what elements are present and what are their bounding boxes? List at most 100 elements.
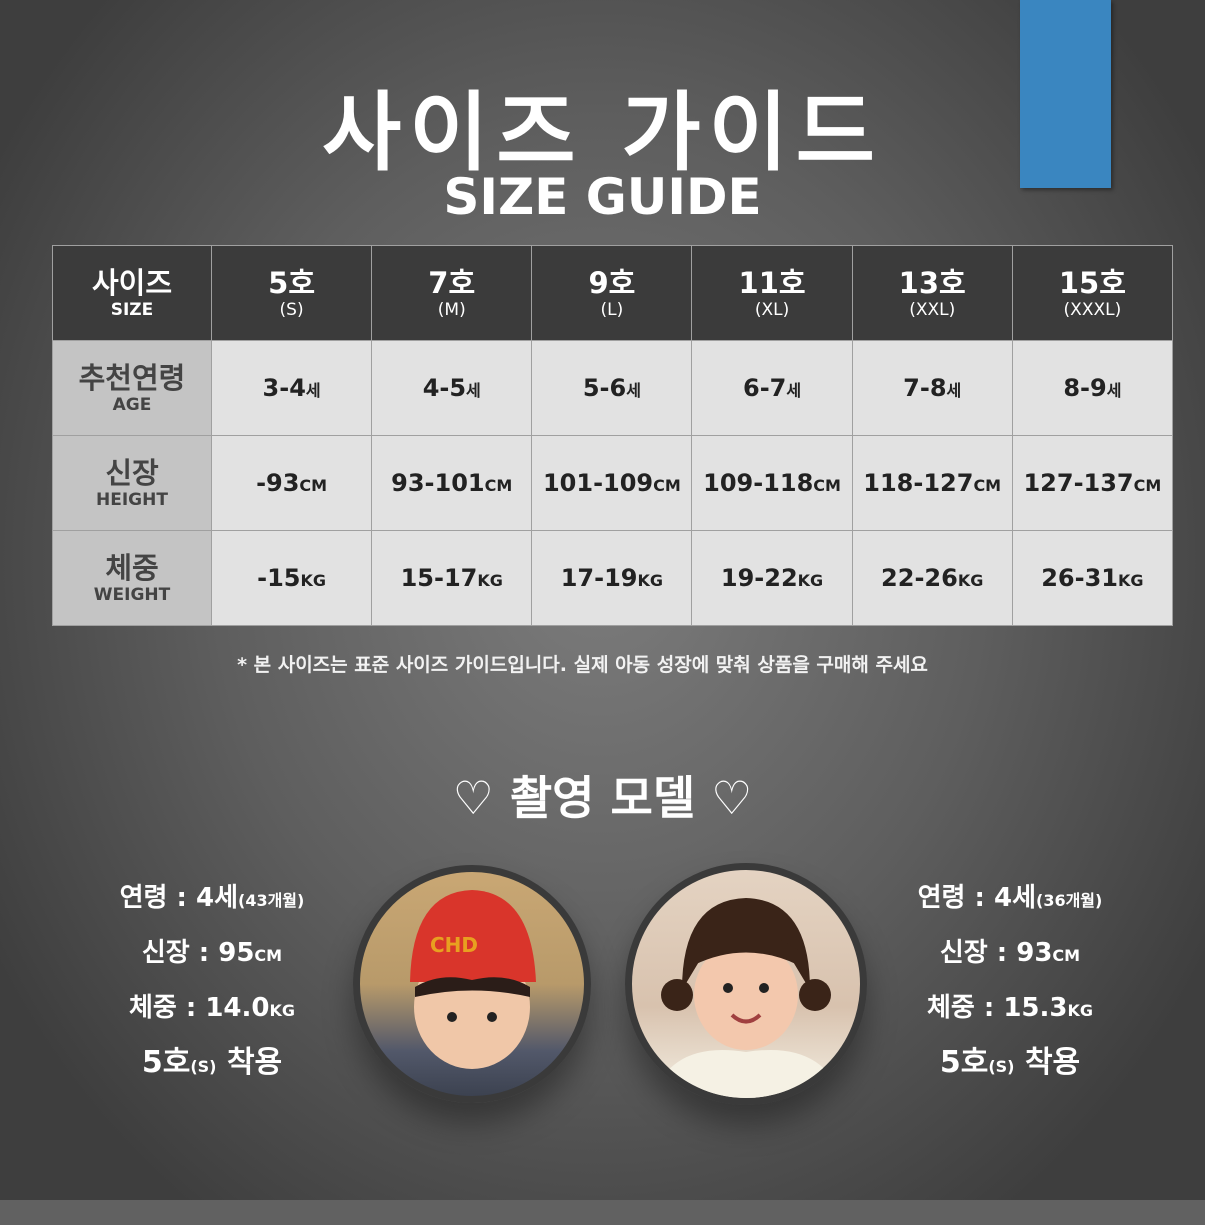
size-col-15: 15호 (XXXL) bbox=[1011, 245, 1174, 341]
cell-value: 5-6 bbox=[582, 374, 627, 402]
size-name: 9호 bbox=[588, 266, 636, 300]
table-cell: 3-4세 bbox=[210, 340, 373, 436]
size-name: 5호 bbox=[268, 266, 315, 300]
cell-unit: CM bbox=[973, 476, 1002, 495]
model-wear: 착용 bbox=[1024, 1045, 1081, 1080]
table-cell: 17-19KG bbox=[531, 530, 693, 626]
size-code: (M) bbox=[437, 300, 466, 320]
height-unit: CM bbox=[254, 946, 283, 965]
models-title: ♡ 촬영 모델 ♡ bbox=[452, 771, 753, 825]
page-title: 사이즈 가이드 bbox=[322, 83, 883, 183]
model-size-code: (S) bbox=[190, 1057, 217, 1076]
row-label-cell: 신장 HEIGHT bbox=[52, 435, 212, 531]
model-size: 5호 bbox=[939, 1045, 989, 1080]
size-name: 7호 bbox=[428, 266, 476, 300]
cell-value: 127-137 bbox=[1023, 469, 1134, 497]
size-name: 13호 bbox=[898, 266, 966, 300]
row-sub-label: HEIGHT bbox=[96, 490, 168, 510]
girl-illustration bbox=[652, 898, 842, 1098]
cell-unit: CM bbox=[299, 476, 328, 495]
cell-unit: KG bbox=[797, 571, 824, 590]
model-height: 신장 : 95 bbox=[141, 938, 255, 968]
size-code: (S) bbox=[279, 300, 304, 320]
cell-unit: 세 bbox=[305, 381, 321, 400]
cell-unit: KG bbox=[957, 571, 984, 590]
model-info-right: 연령 : 4세(36개월) 신장 : 93CM 체중 : 15.3KG 5호(S… bbox=[860, 872, 1160, 1093]
cell-value: 118-127 bbox=[863, 469, 974, 497]
size-code: (XL) bbox=[754, 300, 790, 320]
cell-unit: 세 bbox=[786, 381, 802, 400]
cell-unit: CM bbox=[813, 476, 841, 495]
model-height: 신장 : 93 bbox=[939, 938, 1053, 968]
cell-unit: KG bbox=[637, 571, 664, 590]
height-unit: CM bbox=[1052, 946, 1081, 965]
cell-value: 15-17 bbox=[400, 564, 478, 592]
model-age: 연령 : 4세 bbox=[119, 883, 238, 913]
model-age: 연령 : 4세 bbox=[917, 883, 1036, 913]
cell-value: 6-7 bbox=[743, 374, 787, 402]
row-label-cell: 체중 WEIGHT bbox=[52, 530, 212, 626]
weight-unit: KG bbox=[269, 1001, 296, 1020]
table-cell: 101-109CM bbox=[531, 435, 693, 531]
cell-value: 19-22 bbox=[720, 564, 798, 592]
table-cell: 26-31KG bbox=[1011, 530, 1174, 626]
cell-unit: 세 bbox=[626, 381, 641, 400]
table-cell: 19-22KG bbox=[691, 530, 853, 626]
table-row: 체중 WEIGHT -15KG 15-17KG 17-19KG 19-22KG 22-26K… bbox=[52, 530, 1174, 626]
model-weight: 체중 : 14.0 bbox=[128, 993, 270, 1023]
model-months: (43개월) bbox=[238, 891, 305, 910]
table-cell: 22-26KG bbox=[851, 530, 1013, 626]
size-col-9: 9호 (L) bbox=[531, 245, 693, 341]
model-photo-girl bbox=[625, 863, 867, 1105]
table-cell: 109-118CM bbox=[691, 435, 853, 531]
size-code: (L) bbox=[600, 300, 624, 320]
cell-value: 22-26 bbox=[881, 564, 958, 592]
size-code: (XXXL) bbox=[1063, 300, 1122, 320]
table-cell: 4-5세 bbox=[371, 340, 533, 436]
row-label-cell: 추천연령 AGE bbox=[52, 340, 212, 436]
table-cell: 6-7세 bbox=[691, 340, 853, 436]
table-cell: 7-8세 bbox=[851, 340, 1013, 436]
table-cell: 127-137CM bbox=[1011, 435, 1174, 531]
cell-unit: KG bbox=[477, 571, 503, 590]
cell-unit: 세 bbox=[946, 381, 962, 400]
table-cell: 8-9세 bbox=[1011, 340, 1174, 436]
bottom-strip bbox=[0, 1200, 1205, 1225]
row-label: 신장 bbox=[105, 456, 159, 490]
cell-unit: KG bbox=[1118, 571, 1144, 590]
row-label: 체중 bbox=[105, 551, 159, 585]
cell-value: 7-8 bbox=[903, 374, 947, 402]
table-cell: 93-101CM bbox=[371, 435, 533, 531]
table-cell: 15-17KG bbox=[371, 530, 533, 626]
size-note: * 본 사이즈는 표준 사이즈 가이드입니다. 실제 아동 성장에 맞춰 상품을… bbox=[237, 654, 928, 676]
model-photo-boy: CHD bbox=[353, 865, 591, 1103]
row-sub-label: WEIGHT bbox=[93, 585, 171, 605]
size-name: 11호 bbox=[738, 266, 806, 300]
boy-illustration: CHD bbox=[410, 890, 536, 1069]
cell-value: -15 bbox=[257, 564, 301, 592]
hat-letters: CHD bbox=[430, 933, 478, 957]
table-header-row: 사이즈 SIZE 5호 (S) 7호 (M) 9호 (L) 11호 (XL) 13호 (X… bbox=[52, 245, 1174, 341]
cell-value: 109-118 bbox=[703, 469, 814, 497]
size-col-13: 13호 (XXL) bbox=[851, 245, 1013, 341]
size-name: 15호 bbox=[1058, 266, 1126, 300]
cell-value: 4-5 bbox=[422, 374, 467, 402]
model-info-left: 연령 : 4세(43개월) 신장 : 95CM 체중 : 14.0KG 5호(S… bbox=[62, 872, 362, 1093]
size-code: (XXL) bbox=[909, 300, 956, 320]
size-table: 사이즈 SIZE 5호 (S) 7호 (M) 9호 (L) 11호 (XL) 13호 (X… bbox=[52, 245, 1174, 626]
header-label-cell: 사이즈 SIZE bbox=[52, 245, 212, 341]
model-weight: 체중 : 15.3 bbox=[926, 993, 1068, 1023]
table-row: 신장 HEIGHT -93CM 93-101CM 101-109CM 109-118CM 1… bbox=[52, 435, 1174, 531]
table-cell: 5-6세 bbox=[531, 340, 693, 436]
model-size: 5호 bbox=[141, 1045, 191, 1080]
cell-value: 8-9 bbox=[1063, 374, 1107, 402]
decorative-blue-block bbox=[1020, 0, 1111, 188]
cell-unit: KG bbox=[300, 571, 327, 590]
cell-value: 93-101 bbox=[391, 469, 485, 497]
cell-value: -93 bbox=[256, 469, 300, 497]
cell-value: 26-31 bbox=[1041, 564, 1118, 592]
model-size-code: (S) bbox=[988, 1057, 1015, 1076]
header-label: 사이즈 bbox=[91, 266, 173, 300]
cell-value: 3-4 bbox=[262, 374, 306, 402]
size-col-7: 7호 (M) bbox=[371, 245, 533, 341]
